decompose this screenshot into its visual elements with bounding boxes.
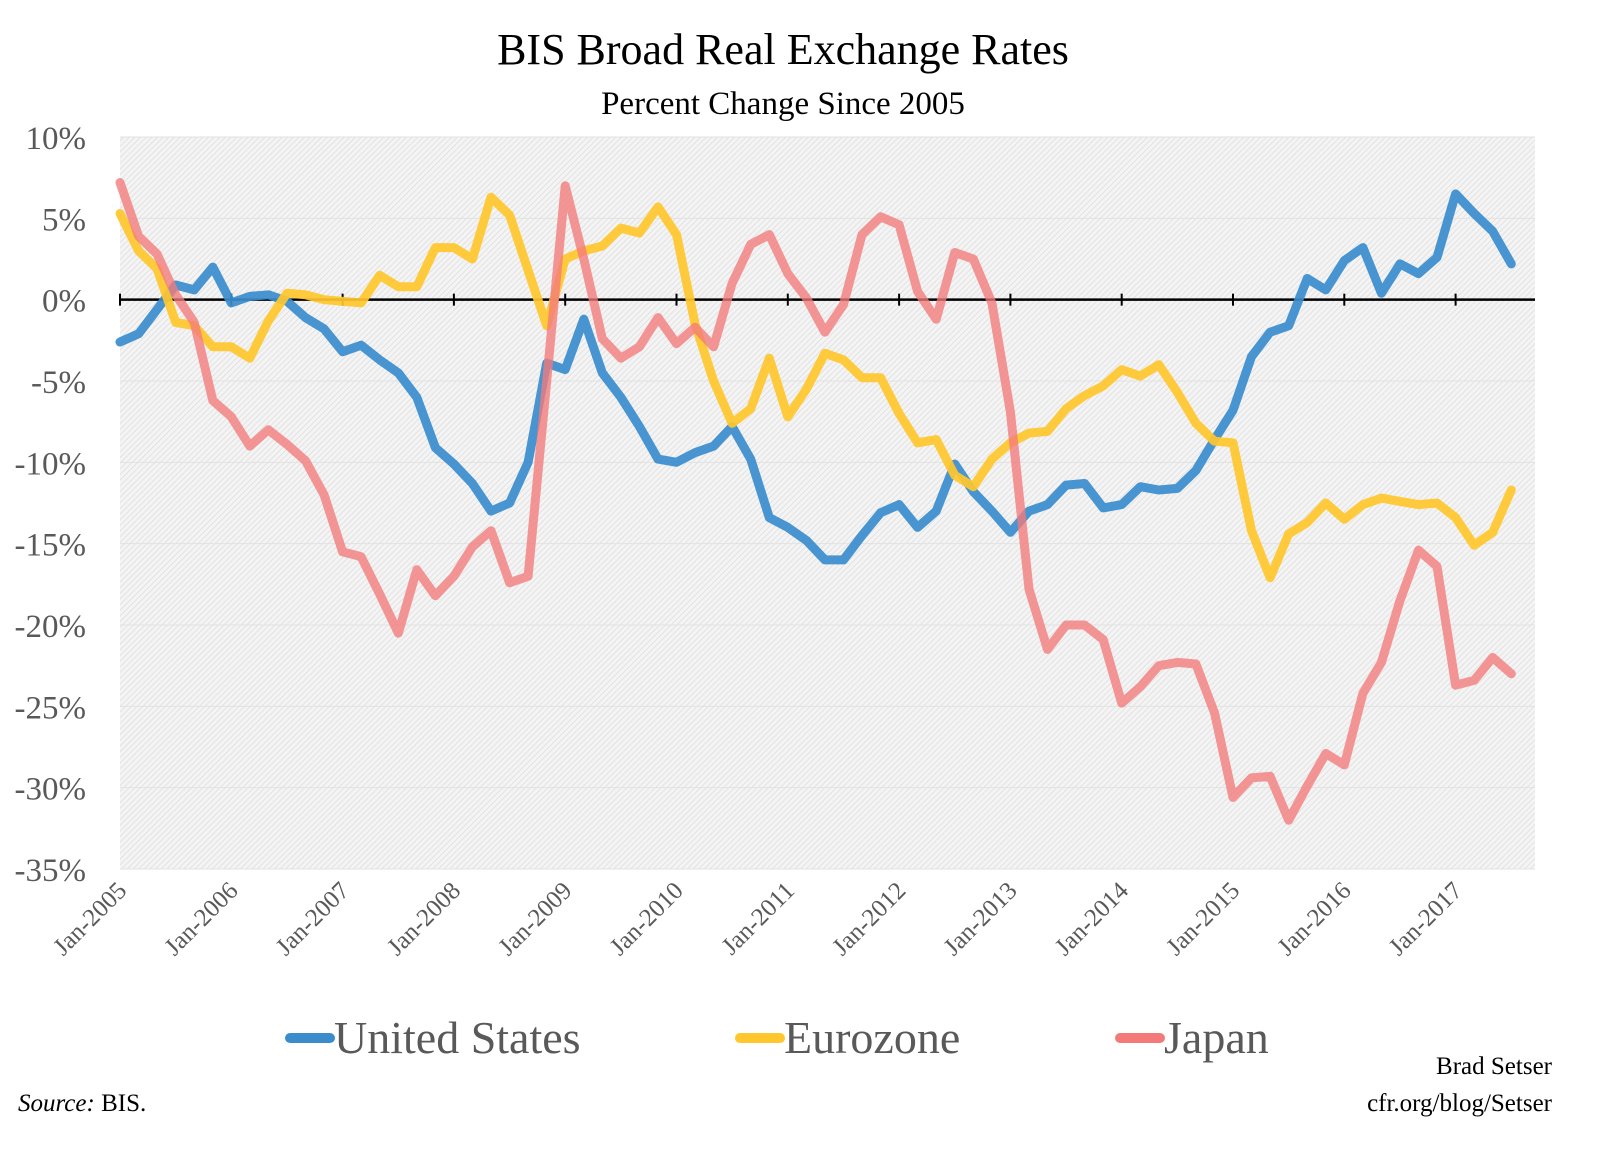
legend-label: United States xyxy=(334,1012,581,1063)
y-tick-label: -10% xyxy=(15,446,86,482)
x-tick-label: Jan-2009 xyxy=(494,877,578,961)
x-tick-label: Jan-2007 xyxy=(271,877,355,961)
y-tick-label: -5% xyxy=(31,365,86,401)
y-tick-label: 0% xyxy=(42,284,86,320)
series-line-japan xyxy=(115,178,1516,825)
x-tick-label: Jan-2013 xyxy=(939,877,1023,961)
x-tick-label: Jan-2011 xyxy=(717,877,800,960)
y-tick-label: -35% xyxy=(15,853,86,889)
source-label: Source: xyxy=(18,1090,95,1117)
x-tick-label: Jan-2016 xyxy=(1273,877,1357,961)
legend-item: Eurozone xyxy=(735,1012,960,1063)
x-tick-label: Jan-2012 xyxy=(827,877,911,961)
source-value: BIS. xyxy=(95,1090,146,1117)
y-tick-label: -15% xyxy=(15,528,86,564)
x-tick-label: Jan-2010 xyxy=(605,877,689,961)
x-tick-label: Jan-2017 xyxy=(1384,877,1468,961)
y-tick-label: -20% xyxy=(15,609,86,645)
chart-subtitle: Percent Change Since 2005 xyxy=(601,86,965,122)
x-tick-label: Jan-2015 xyxy=(1161,877,1245,961)
series-line-eurozone xyxy=(115,192,1516,583)
x-tick-label: Jan-2008 xyxy=(382,877,466,961)
y-tick-label: 10% xyxy=(26,121,87,157)
x-tick-label: Jan-2014 xyxy=(1050,877,1134,961)
plot-area xyxy=(120,137,1535,869)
series-line-united-states xyxy=(115,189,1516,565)
legend-item: Japan xyxy=(1115,1012,1269,1063)
y-tick-label: 5% xyxy=(42,202,86,238)
y-tick-label: -30% xyxy=(15,772,86,808)
legend-label: Eurozone xyxy=(784,1012,960,1063)
legend: United States Eurozone Japan xyxy=(285,1012,1269,1063)
source-note: Source: BIS. xyxy=(18,1090,146,1117)
y-tick-label: -25% xyxy=(15,690,86,726)
author-credit: Brad Setser xyxy=(1436,1053,1553,1080)
legend-label: Japan xyxy=(1164,1012,1269,1063)
legend-item: United States xyxy=(285,1012,581,1063)
x-tick-label: Jan-2006 xyxy=(160,877,244,961)
chart-title: BIS Broad Real Exchange Rates xyxy=(497,25,1069,74)
url-credit: cfr.org/blog/Setser xyxy=(1367,1090,1553,1117)
x-tick-label: Jan-2005 xyxy=(48,877,132,961)
